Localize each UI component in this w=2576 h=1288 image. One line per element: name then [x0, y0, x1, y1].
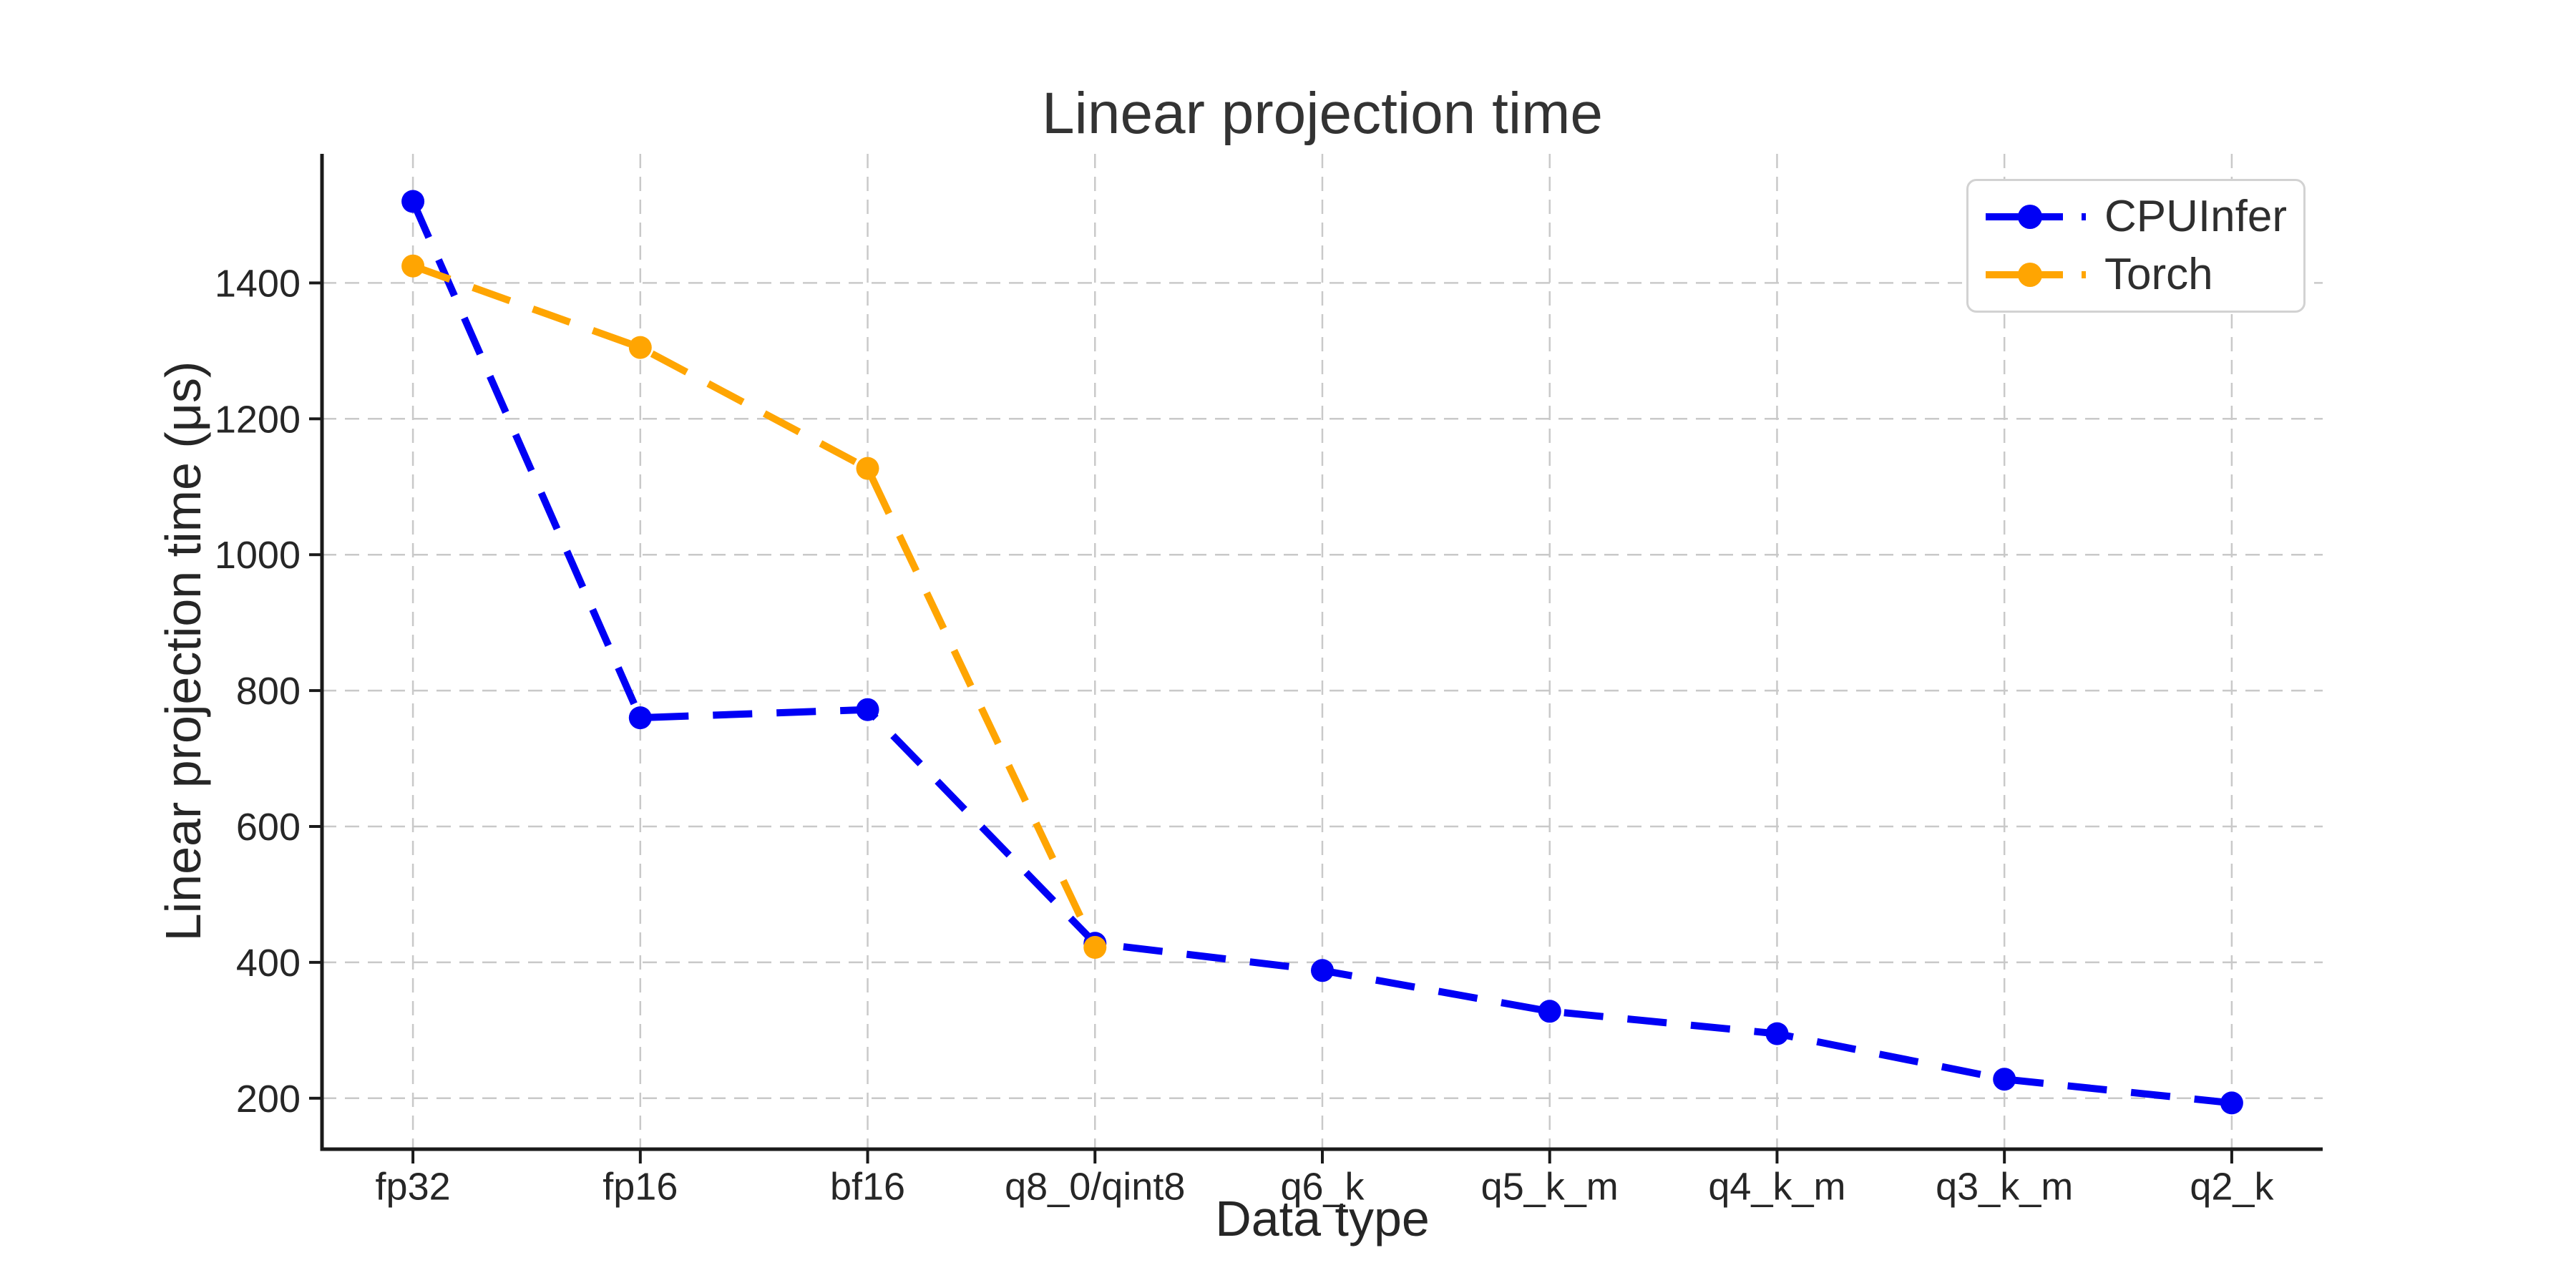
y-tick-label-1200: 1200	[215, 398, 301, 441]
series-line-Torch	[411, 262, 1098, 950]
marker-Torch-q8_0/qint8	[1083, 936, 1107, 959]
legend-item-Torch: Torch	[1986, 253, 2303, 297]
legend-marker-CPUInfer	[2018, 205, 2042, 229]
marker-Torch-fp16	[628, 336, 652, 359]
legend-line-sample-Torch	[1986, 263, 2086, 287]
x-tick-label-q6_k: q6_k	[1280, 1165, 1365, 1208]
y-tick-label-400: 400	[236, 942, 301, 985]
legend: CPUInfer Torch	[1966, 179, 2306, 313]
marker-CPUInfer-bf16	[856, 698, 879, 721]
marker-CPUInfer-q4_k_m	[1765, 1022, 1789, 1045]
marker-Torch-bf16	[856, 457, 879, 480]
x-tick-label-q3_k_m: q3_k_m	[1936, 1165, 2073, 1208]
marker-CPUInfer-fp16	[628, 706, 652, 730]
y-tick-label-800: 800	[236, 670, 301, 713]
x-tick-label-q4_k_m: q4_k_m	[1708, 1165, 1845, 1208]
x-axis-title: Data type	[1215, 1191, 1430, 1246]
x-tick-label-fp16: fp16	[602, 1165, 678, 1208]
y-axis-title: Linear projection time (μs)	[155, 361, 211, 942]
legend-line-sample-CPUInfer	[1986, 205, 2086, 229]
y-tick-label-200: 200	[236, 1078, 301, 1121]
marker-CPUInfer-q3_k_m	[1993, 1068, 2016, 1091]
legend-label-Torch: Torch	[2104, 250, 2213, 299]
y-tick-label-1000: 1000	[215, 534, 301, 577]
x-tick-label-bf16: bf16	[830, 1165, 905, 1208]
marker-CPUInfer-q6_k	[1311, 959, 1334, 982]
marker-CPUInfer-q2_k	[2220, 1091, 2243, 1115]
x-tick-label-fp32: fp32	[376, 1165, 451, 1208]
legend-marker-Torch	[2018, 263, 2042, 287]
x-tick-label-q5_k_m: q5_k_m	[1481, 1165, 1619, 1208]
marker-Torch-fp32	[401, 254, 425, 278]
y-tick-label-600: 600	[236, 806, 301, 849]
marker-CPUInfer-q5_k_m	[1538, 1000, 1561, 1023]
y-tick-label-1400: 1400	[215, 262, 301, 305]
chart-title: Linear projection time	[1042, 81, 1603, 146]
legend-label-CPUInfer: CPUInfer	[2104, 192, 2287, 241]
legend-item-CPUInfer: CPUInfer	[1986, 195, 2303, 239]
x-tick-label-q8_0/qint8: q8_0/qint8	[1005, 1165, 1185, 1208]
x-tick-label-q2_k: q2_k	[2190, 1165, 2274, 1208]
marker-CPUInfer-fp32	[401, 190, 425, 213]
